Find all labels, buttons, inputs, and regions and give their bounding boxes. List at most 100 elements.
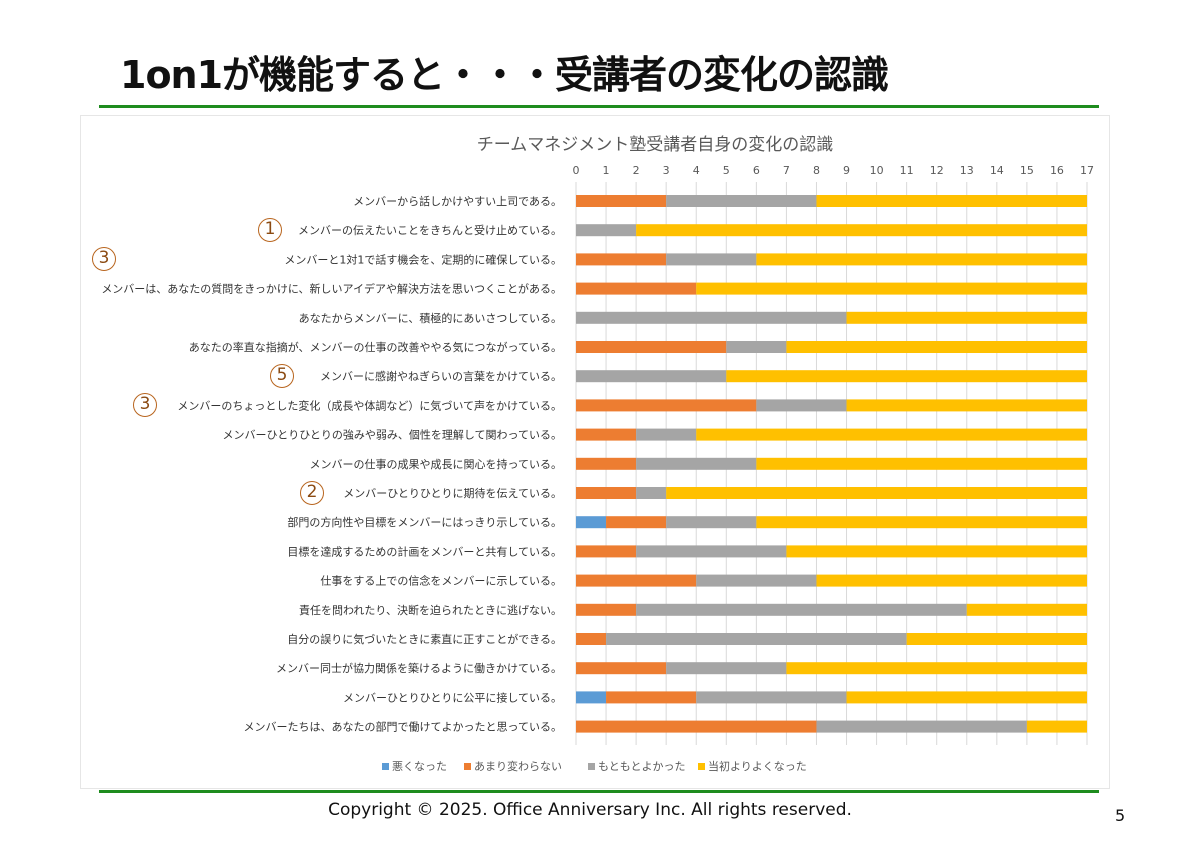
legend-swatch xyxy=(464,763,471,770)
category-label: 部門の方向性や目標をメンバーにはっきり示している。 xyxy=(287,515,562,529)
bar-segment xyxy=(606,633,907,645)
category-label: 仕事をする上での信念をメンバーに示している。 xyxy=(320,574,562,588)
category-label: 自分の誤りに気づいたときに素直に正すことができる。 xyxy=(287,632,562,646)
bar-segment xyxy=(696,282,1087,295)
bar-segment xyxy=(756,399,847,412)
bar-segment xyxy=(816,195,1087,207)
bar-segment xyxy=(636,487,667,499)
legend-swatch xyxy=(588,763,595,770)
bar-segment xyxy=(726,370,1087,383)
x-tick-label: 8 xyxy=(813,164,820,177)
annotation-badge: 1 xyxy=(258,218,282,243)
category-label: メンバー同士が協力関係を築けるように働きかけている。 xyxy=(276,661,562,675)
bar-segment xyxy=(576,603,637,616)
bar-segment xyxy=(966,603,1087,616)
bar-segment xyxy=(576,253,667,266)
bar-segment xyxy=(576,487,637,499)
annotation-badge: 5 xyxy=(270,364,294,389)
bar-segment xyxy=(576,662,667,675)
bar-segment xyxy=(696,428,1087,441)
bar-segment xyxy=(576,574,697,587)
x-tick-label: 1 xyxy=(603,164,610,177)
bar-segment xyxy=(696,691,847,704)
bar-segment xyxy=(666,662,787,675)
bar-segment xyxy=(816,720,1027,733)
x-tick-label: 3 xyxy=(663,164,670,177)
bar-segment xyxy=(606,691,697,704)
copyright-footer: Copyright © 2025. Office Anniversary Inc… xyxy=(328,800,852,820)
bar-segment xyxy=(786,341,1087,353)
category-label: メンバーたちは、あなたの部門で働けてよかったと思っている。 xyxy=(244,720,562,734)
annotation-badge: 3 xyxy=(133,393,157,418)
category-label: メンバーの伝えたいことをきちんと受け止めている。 xyxy=(298,224,562,237)
bar-segment xyxy=(786,662,1087,675)
x-tick-label: 17 xyxy=(1080,164,1094,177)
x-tick-label: 9 xyxy=(843,164,850,177)
x-tick-label: 7 xyxy=(783,164,790,177)
footer-divider xyxy=(99,790,1099,793)
x-tick-label: 4 xyxy=(693,164,700,177)
category-label: メンバーひとりひとりに期待を伝えている。 xyxy=(343,486,562,500)
bar-segment xyxy=(576,195,667,207)
bar-segment xyxy=(576,341,727,353)
bar-segment xyxy=(696,574,817,587)
x-tick-label: 16 xyxy=(1050,164,1064,177)
bar-segment xyxy=(576,720,817,733)
x-tick-label: 6 xyxy=(753,164,760,177)
bar-segment xyxy=(756,516,1087,529)
category-label: あなたの率直な指摘が、メンバーの仕事の改善ややる気につながっている。 xyxy=(189,340,562,354)
bar-segment xyxy=(636,224,1087,237)
annotation-badge: 2 xyxy=(300,481,324,505)
category-label: メンバーと1対1で話す機会を、定期的に確保している。 xyxy=(284,252,562,266)
legend-swatch xyxy=(382,763,389,770)
x-tick-label: 11 xyxy=(900,164,914,177)
category-label: メンバーは、あなたの質問をきっかけに、新しいアイデアや解決方法を思いつくことがあ… xyxy=(101,282,562,296)
category-label: 責任を問われたり、決断を迫られたときに逃げない。 xyxy=(299,603,562,617)
bar-segment xyxy=(576,457,637,470)
bar-segment xyxy=(636,545,787,558)
bar-segment xyxy=(756,253,1087,266)
category-label: 目標を達成するための計画をメンバーと共有している。 xyxy=(287,544,562,558)
legend-label: 悪くなった xyxy=(392,760,447,773)
bar-segment xyxy=(576,224,637,237)
bar-segment xyxy=(846,691,1087,704)
bar-segment xyxy=(1026,720,1087,733)
bar-segment xyxy=(786,545,1087,558)
bar-segment xyxy=(846,399,1087,412)
x-tick-label: 5 xyxy=(723,164,730,177)
x-tick-label: 0 xyxy=(573,164,580,177)
annotation-badge: 3 xyxy=(92,247,116,272)
legend-label: あまり変わらない xyxy=(474,759,562,773)
legend-swatch xyxy=(698,763,705,770)
x-tick-label: 13 xyxy=(960,164,974,177)
bar-segment xyxy=(636,457,757,470)
bar-segment xyxy=(576,516,607,529)
bar-segment xyxy=(576,545,637,558)
bar-segment xyxy=(816,574,1087,587)
category-label: メンバーに感謝やねぎらいの言葉をかけている。 xyxy=(320,369,562,383)
title-divider xyxy=(99,105,1099,108)
x-tick-label: 12 xyxy=(930,164,944,177)
legend-label: 当初よりよくなった xyxy=(708,759,807,773)
bar-segment xyxy=(576,633,607,645)
category-label: あなたからメンバーに、積極的にあいさつしている。 xyxy=(299,311,562,325)
bar-segment xyxy=(636,603,967,616)
bar-segment xyxy=(576,282,697,295)
bar-segment xyxy=(606,516,667,529)
bar-segment xyxy=(666,516,757,529)
category-label: メンバーのちょっとした変化（成長や体調など）に気づいて声をかけている。 xyxy=(177,398,562,412)
bar-segment xyxy=(846,311,1087,324)
x-tick-label: 2 xyxy=(633,164,640,177)
x-tick-label: 15 xyxy=(1020,164,1034,177)
x-tick-label: 10 xyxy=(870,164,884,177)
bar-segment xyxy=(576,311,847,324)
bar-segment xyxy=(636,428,697,441)
bar-segment xyxy=(906,633,1087,645)
bar-segment xyxy=(576,399,757,412)
bar-segment xyxy=(576,428,637,441)
bar-segment xyxy=(666,195,817,207)
bar-segment xyxy=(756,457,1087,470)
legend-label: もともとよかった xyxy=(598,760,686,773)
bar-segment xyxy=(666,253,757,266)
